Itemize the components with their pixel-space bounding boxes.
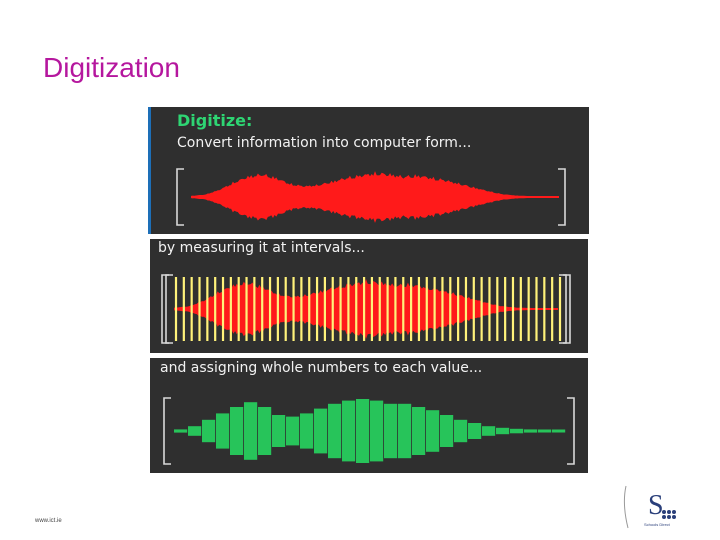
school-logo: S Schools Direct	[620, 484, 684, 530]
quantized-bar	[356, 399, 369, 463]
quantized-bar	[328, 404, 341, 458]
quantized-bar	[412, 407, 425, 455]
quantized-bar	[314, 409, 327, 454]
quantized-bar	[216, 413, 229, 448]
quantized-bar	[384, 404, 397, 458]
sampling-caption: by measuring it at intervals...	[158, 240, 365, 256]
quantized-bar	[538, 430, 551, 433]
right-bracket	[558, 169, 565, 225]
quantized-bar	[496, 428, 509, 434]
quantized-bar	[370, 401, 383, 462]
quantized-bar	[342, 401, 355, 462]
analog-waveform	[151, 163, 589, 231]
quantized-bar	[300, 413, 313, 448]
quantized-bar	[188, 426, 201, 436]
slide-title: Digitization	[43, 50, 180, 86]
quantized-bar	[230, 407, 243, 455]
quantized-bar	[510, 429, 523, 434]
left-bracket	[166, 275, 173, 343]
quantized-bar	[398, 404, 411, 458]
quantized-bar	[426, 410, 439, 452]
quantized-bar	[272, 415, 285, 447]
quantized-bar	[244, 402, 257, 460]
quantize-panel: and assigning whole numbers to each valu…	[150, 358, 588, 473]
quantize-caption: and assigning whole numbers to each valu…	[160, 360, 482, 376]
right-bracket	[567, 398, 574, 464]
logo-tagline: Schools Direct	[644, 522, 671, 527]
quantized-bar	[454, 420, 467, 442]
quantized-bar	[468, 423, 481, 439]
sampling-panel: by measuring it at intervals...	[150, 239, 588, 353]
sampled-waveform	[150, 267, 588, 349]
digitize-panel: Digitize: Convert information into compu…	[148, 107, 589, 234]
red-waveform	[191, 171, 559, 223]
digitize-heading: Digitize:	[177, 111, 252, 130]
quantized-waveform	[150, 388, 588, 468]
left-bracket	[164, 398, 171, 464]
quantized-bar	[482, 426, 495, 436]
quantized-bar	[440, 415, 453, 447]
quantized-bar	[552, 430, 565, 433]
digitize-caption: Convert information into computer form..…	[177, 135, 471, 151]
quantized-bar	[524, 429, 537, 432]
footer-url: www.ict.ie	[35, 518, 62, 524]
quantized-bar	[174, 429, 187, 432]
quantized-bar	[286, 417, 299, 446]
quantized-bar	[202, 420, 215, 442]
left-bracket	[177, 169, 184, 225]
quantized-bar	[258, 407, 271, 455]
logo-letter: S	[648, 490, 664, 521]
